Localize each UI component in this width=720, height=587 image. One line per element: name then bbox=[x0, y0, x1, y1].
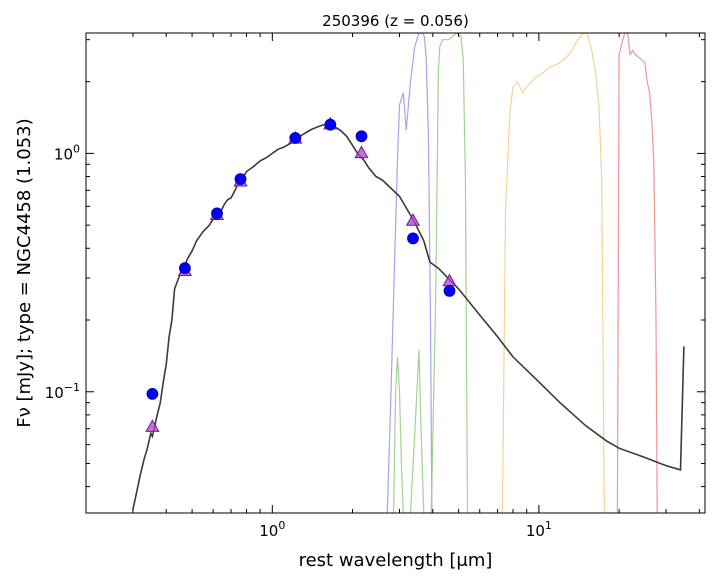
sed-template-layer bbox=[132, 122, 685, 510]
x-tick-label: 100 bbox=[259, 519, 285, 540]
y-tick-label: 10−1 bbox=[45, 381, 80, 402]
tick-label-exponent: 0 bbox=[73, 142, 80, 155]
filter-curve-1 bbox=[386, 33, 433, 513]
observed-point bbox=[178, 262, 191, 275]
model-point bbox=[354, 145, 369, 159]
x-tick-label: 101 bbox=[526, 519, 552, 540]
observed-point bbox=[324, 118, 337, 131]
tick-label-base: 10 bbox=[259, 522, 278, 540]
filter-curves bbox=[386, 33, 658, 513]
y-tick-label: 100 bbox=[54, 142, 80, 163]
model-point bbox=[405, 213, 421, 226]
observed-point bbox=[146, 387, 159, 400]
tick-label-exponent: 0 bbox=[278, 519, 285, 532]
observed-point bbox=[407, 232, 419, 245]
filter-curve-2 bbox=[393, 33, 469, 513]
chart-title: 250396 (z = 0.056) bbox=[322, 12, 469, 30]
observed-point bbox=[289, 132, 302, 144]
filter-curve-3 bbox=[501, 33, 605, 513]
model-point bbox=[145, 419, 160, 432]
filter-curve-4 bbox=[616, 33, 658, 513]
observed-point bbox=[443, 284, 456, 297]
sed-template-line bbox=[132, 122, 685, 510]
tick-label-exponent: −1 bbox=[64, 381, 80, 394]
tick-label-exponent: 1 bbox=[545, 519, 552, 532]
observed-point bbox=[211, 207, 223, 220]
model-point bbox=[442, 273, 457, 287]
tick-label-base: 10 bbox=[45, 384, 64, 402]
observed-point bbox=[234, 173, 247, 186]
observed-point bbox=[355, 130, 368, 143]
y-axis-label: Fν [mJy]; type = NGC4458 (1.053) bbox=[14, 118, 35, 427]
x-axis-label: rest wavelength [μm] bbox=[299, 550, 493, 571]
photometry-points bbox=[145, 116, 457, 432]
tick-label-base: 10 bbox=[526, 522, 545, 540]
tick-label-base: 10 bbox=[54, 145, 73, 163]
plot-frame bbox=[85, 32, 706, 514]
